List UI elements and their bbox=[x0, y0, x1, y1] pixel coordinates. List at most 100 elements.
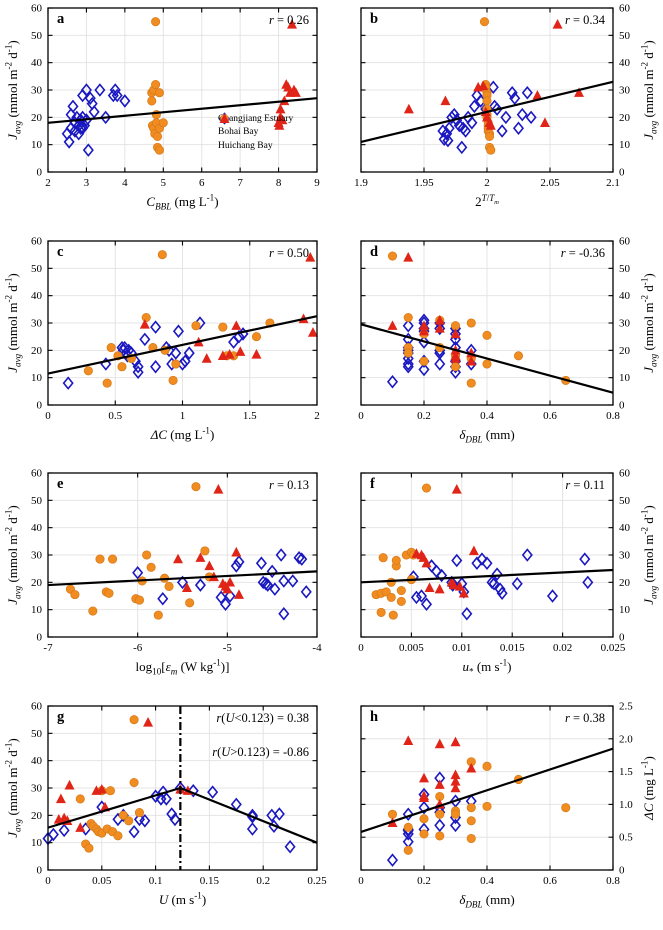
bohai-circle-point bbox=[482, 761, 492, 771]
y-tick-label: 50 bbox=[619, 262, 631, 274]
changjiang-diamond-point bbox=[132, 364, 144, 379]
x-tick-label: 2.05 bbox=[540, 177, 560, 189]
correlation-annotation: r = 0.34 bbox=[564, 13, 605, 27]
huichang-triangle-point bbox=[448, 579, 459, 590]
changjiang-diamond-point bbox=[187, 783, 199, 797]
changjiang-diamond-point bbox=[284, 839, 296, 854]
changjiang-diamond-point bbox=[476, 552, 488, 566]
bohai-circle-point bbox=[486, 145, 496, 155]
changjiang-diamond-point bbox=[262, 578, 274, 592]
changjiang-diamond-point bbox=[402, 834, 414, 849]
changjiang-diamond-point bbox=[293, 550, 305, 565]
y-axis-label: Javg (mmol m-2 d-1) bbox=[3, 40, 23, 140]
x-tick-label: 0.05 bbox=[92, 875, 112, 887]
y-tick-label: 10 bbox=[31, 372, 43, 384]
bohai-circle-point bbox=[75, 793, 85, 803]
y-tick-label: 2.5 bbox=[619, 700, 633, 712]
y-tick-label: 60 bbox=[31, 468, 43, 480]
y-tick-label: 0 bbox=[619, 632, 625, 644]
changjiang-diamond-point bbox=[139, 813, 151, 828]
bohai-circle-point bbox=[450, 809, 461, 819]
changjiang-diamond-point bbox=[47, 827, 59, 841]
y-tick-label: 20 bbox=[619, 577, 631, 589]
y-tick-label: 30 bbox=[31, 550, 43, 562]
panel-c: 0 0.5 1 1.5 2 0 10 20 30 40 50 60 c r = 0.50 ΔC (mg L-… bbox=[0, 233, 331, 466]
bohai-circle-point bbox=[387, 250, 398, 261]
bohai-circle-point bbox=[113, 830, 123, 840]
bohai-circle-point bbox=[482, 801, 492, 811]
huichang-triangle-point bbox=[403, 103, 414, 114]
huichang-triangle-point bbox=[75, 821, 86, 832]
changjiang-diamond-point bbox=[511, 576, 523, 591]
y-axis-label: Javg (mmol m-2 d-1) bbox=[3, 272, 23, 373]
y-tick-label: 2.0 bbox=[619, 733, 633, 745]
changjiang-diamond-point bbox=[266, 564, 278, 579]
x-axis-label: U (m s-1) bbox=[158, 890, 207, 907]
huichang-triangle-point bbox=[421, 557, 432, 568]
bohai-circle-point bbox=[376, 607, 386, 617]
changjiang-diamond-point bbox=[431, 564, 443, 579]
x-tick-label: 3 bbox=[84, 177, 90, 189]
changjiang-diamond-point bbox=[516, 107, 528, 122]
changjiang-diamond-point bbox=[224, 589, 236, 603]
bohai-circle-point bbox=[403, 822, 413, 832]
changjiang-diamond-point bbox=[434, 818, 446, 832]
changjiang-diamond-point bbox=[207, 784, 219, 799]
y-tick-label: 30 bbox=[31, 317, 43, 329]
huichang-triangle-point bbox=[434, 322, 445, 333]
changjiang-diamond-point bbox=[415, 589, 428, 603]
bohai-circle-point bbox=[484, 131, 495, 142]
changjiang-diamond-point bbox=[67, 99, 79, 114]
x-tick-label: 1.9 bbox=[354, 177, 368, 189]
huichang-triangle-point bbox=[275, 103, 286, 114]
changjiang-diamond-point bbox=[488, 576, 500, 591]
bohai-circle-point bbox=[191, 320, 201, 330]
x-tick-label: 0.6 bbox=[543, 410, 557, 422]
x-tick-label: 0.02 bbox=[553, 642, 572, 654]
changjiang-diamond-point bbox=[132, 566, 144, 580]
bohai-circle-point bbox=[151, 79, 161, 90]
changjiang-diamond-point bbox=[109, 83, 121, 97]
changjiang-diamond-point bbox=[481, 556, 493, 570]
huichang-triangle-point bbox=[466, 355, 477, 365]
y-tick-label: 20 bbox=[31, 577, 43, 589]
changjiang-diamond-point bbox=[525, 110, 537, 125]
changjiang-diamond-point bbox=[170, 345, 182, 360]
panel-letter: b bbox=[370, 11, 379, 27]
y-tick-label: 0 bbox=[37, 399, 43, 411]
fit-line bbox=[179, 786, 318, 844]
bohai-circle-point bbox=[450, 361, 461, 371]
y-axis-label: Javg (mmol m-2 d-1) bbox=[639, 40, 659, 140]
x-tick-label: 2 bbox=[45, 177, 51, 189]
changjiang-diamond-point bbox=[166, 806, 178, 821]
bohai-circle-point bbox=[191, 482, 201, 492]
huichang-triangle-point bbox=[204, 560, 215, 571]
huichang-triangle-point bbox=[173, 553, 184, 564]
bohai-circle-point bbox=[466, 317, 476, 328]
x-tick-label: 5 bbox=[161, 177, 167, 189]
changjiang-diamond-point bbox=[300, 585, 312, 599]
x-tick-label: 0 bbox=[45, 875, 51, 887]
huichang-triangle-point bbox=[419, 772, 429, 782]
huichang-triangle-point bbox=[434, 583, 445, 594]
changjiang-diamond-point bbox=[456, 140, 468, 155]
changjiang-diamond-point bbox=[278, 607, 290, 621]
changjiang-diamond-point bbox=[487, 80, 499, 95]
bohai-circle-point bbox=[561, 802, 571, 812]
changjiang-diamond-point bbox=[521, 85, 533, 100]
bohai-circle-point bbox=[88, 606, 98, 616]
bohai-circle-point bbox=[421, 483, 432, 493]
y-tick-label: 0 bbox=[619, 399, 625, 411]
x-tick-label: 0.025 bbox=[601, 642, 626, 654]
x-tick-label: 0.2 bbox=[256, 875, 270, 887]
changjiang-diamond-point bbox=[402, 806, 414, 821]
fit-line bbox=[360, 568, 614, 584]
changjiang-diamond-point bbox=[449, 326, 462, 341]
bohai-circle-point bbox=[466, 833, 476, 843]
huichang-triangle-point bbox=[224, 348, 235, 359]
y-axis-label: Javg (mmol m-2 d-1) bbox=[639, 505, 659, 605]
bohai-circle-point bbox=[479, 17, 490, 27]
bohai-circle-point bbox=[386, 577, 396, 587]
huichang-triangle-point bbox=[450, 736, 461, 746]
bohai-circle-point bbox=[164, 581, 174, 591]
